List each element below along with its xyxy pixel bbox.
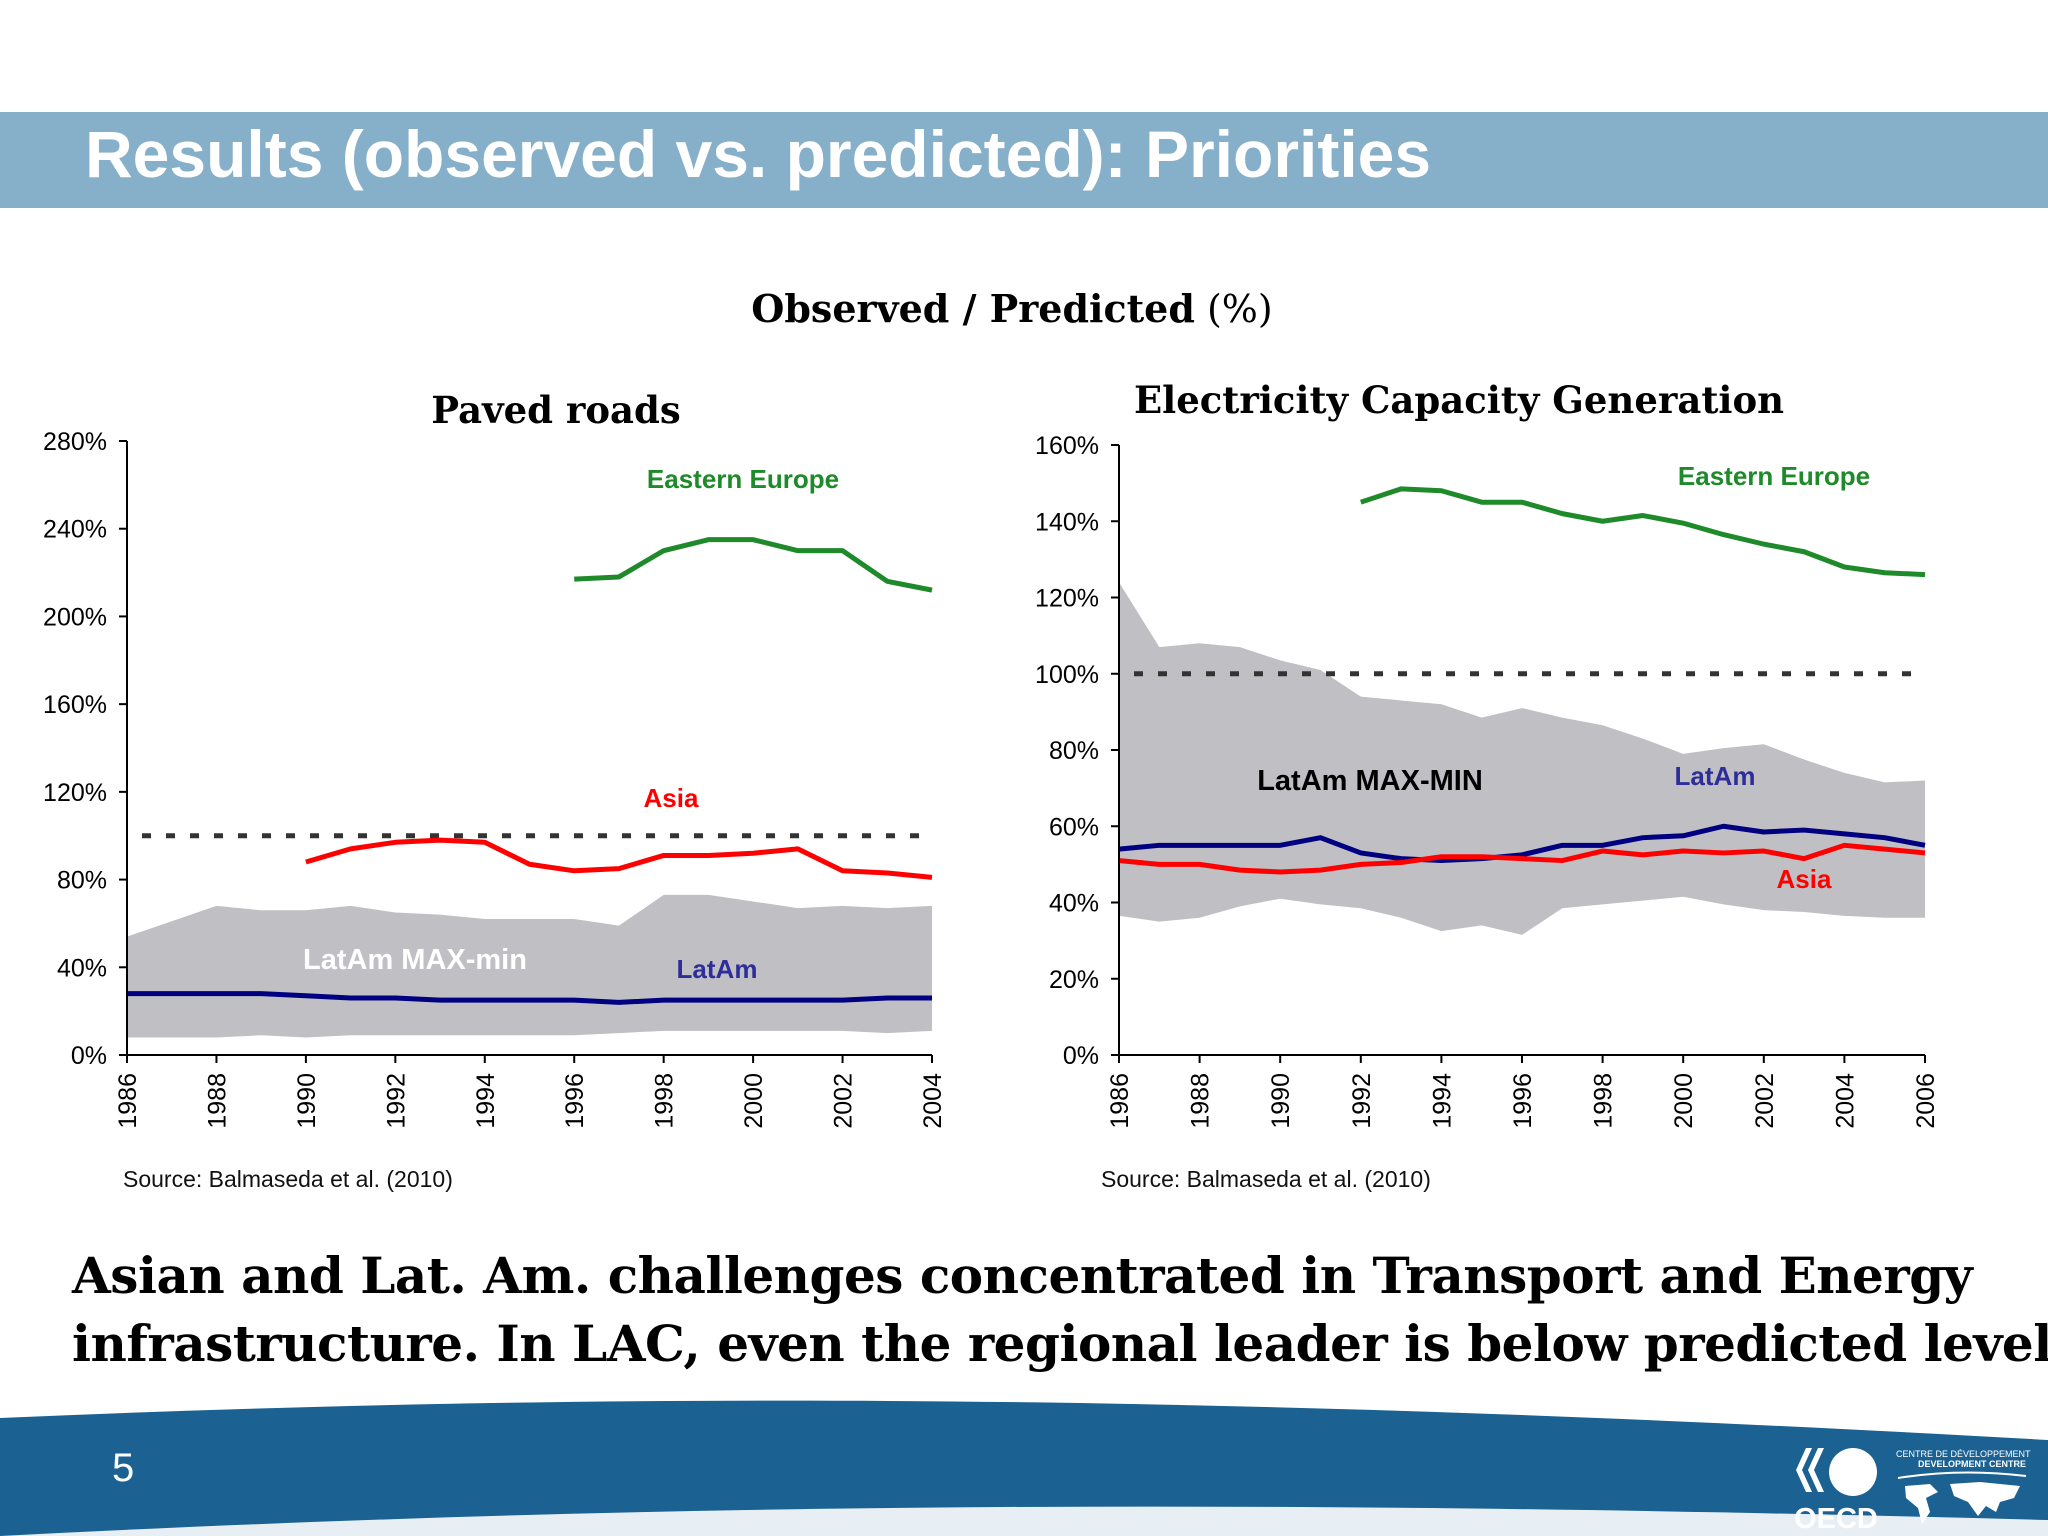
chart-electricity: 0% 20% 40% 60% 80% 100% 120% 140% 160% 1986 1988 19… <box>1035 432 1940 1129</box>
y-tick-label: 80% <box>57 867 107 895</box>
footer-wave-highlight <box>0 1506 2048 1536</box>
y-tick-label: 140% <box>1035 508 1099 536</box>
chart-title-electricity: Electricity Capacity Generation <box>1133 378 1785 422</box>
source-right: Source: Balmaseda et al. (2010) <box>1101 1166 1431 1192</box>
oecd-logo: OECD CENTRE DE DÉVELOPPEMENT DEVELOPMENT… <box>1794 1448 2031 1535</box>
supertitle-unit: (%) <box>1194 287 1273 331</box>
label-eastern-europe-left: Eastern Europe <box>647 464 839 494</box>
x-tick-label: 2004 <box>1831 1073 1859 1129</box>
oecd-logo-text: OECD <box>1794 1503 1878 1535</box>
y-tick-label: 20% <box>1049 966 1099 994</box>
label-asia-left: Asia <box>644 783 699 813</box>
conclusion-text: Asian and Lat. Am. challenges concentrat… <box>72 1242 2048 1378</box>
series-line-eastern-europe <box>1360 486 1926 578</box>
page-number: 5 <box>112 1446 135 1490</box>
chart-paved-roads: 0% 40% 80% 120% 160% 200% 240% 280% 1986 1988 1990… <box>43 428 947 1129</box>
chart-supertitle: Observed / Predicted (%) <box>0 286 2024 331</box>
label-latam-band-right: LatAm MAX-MIN <box>1257 765 1483 797</box>
world-map-icon <box>1905 1482 2020 1524</box>
series-line-eastern-europe <box>574 537 933 593</box>
y-tick-label: 0% <box>71 1042 107 1070</box>
logo-centre-fr: CENTRE DE DÉVELOPPEMENT <box>1896 1449 2031 1459</box>
x-tick-label: 1986 <box>114 1073 142 1129</box>
series-line-latam <box>1118 823 1926 864</box>
y-tick-label: 200% <box>43 603 107 631</box>
x-tick-label: 1998 <box>651 1073 679 1129</box>
y-tick-label: 160% <box>1035 432 1099 460</box>
slide-title: Results (observed vs. predicted): Priori… <box>85 117 1432 191</box>
x-tick-label: 2006 <box>1912 1073 1940 1129</box>
conclusion-line-1: Asian and Lat. Am. challenges concentrat… <box>72 1246 1973 1305</box>
label-latam-band-left: LatAm MAX-min <box>303 944 527 976</box>
x-tick-label: 1990 <box>293 1073 321 1129</box>
label-latam-right: LatAm <box>1675 761 1756 791</box>
conclusion-line-2: infrastructure. In LAC, even the regiona… <box>72 1314 2048 1373</box>
y-tick-label: 240% <box>43 516 107 544</box>
x-tick-label: 2004 <box>919 1073 947 1129</box>
x-tick-label: 1996 <box>1509 1073 1537 1129</box>
x-tick-label: 2002 <box>1751 1073 1779 1129</box>
x-tick-label: 1998 <box>1590 1073 1618 1129</box>
label-latam-left: LatAm <box>677 954 758 984</box>
x-tick-label: 1988 <box>1187 1073 1215 1129</box>
y-tick-label: 160% <box>43 691 107 719</box>
x-tick-label: 1988 <box>203 1073 231 1129</box>
y-tick-label: 0% <box>1063 1042 1099 1070</box>
x-tick-label: 1990 <box>1267 1073 1295 1129</box>
y-tick-label: 60% <box>1049 813 1099 841</box>
series-line-asia <box>1118 842 1926 875</box>
x-tick-label: 1996 <box>561 1073 589 1129</box>
x-tick-label: 2000 <box>740 1073 768 1129</box>
supertitle-bold: Observed / Predicted <box>751 286 1195 331</box>
label-asia-right: Asia <box>1777 864 1832 894</box>
y-tick-label: 100% <box>1035 661 1099 689</box>
chart-title-paved-roads: Paved roads <box>431 388 681 432</box>
y-tick-label: 120% <box>1035 585 1099 613</box>
series-line-latam <box>127 991 932 1005</box>
x-tick-label: 2000 <box>1670 1073 1698 1129</box>
x-tick-label: 1994 <box>1428 1073 1456 1129</box>
x-tick-label: 1994 <box>472 1073 500 1129</box>
latam-max-min-band <box>1119 582 1925 935</box>
title-band <box>0 112 2048 208</box>
y-tick-label: 280% <box>43 428 107 456</box>
y-tick-label: 120% <box>43 779 107 807</box>
x-tick-label: 1986 <box>1106 1073 1134 1129</box>
label-eastern-europe-right: Eastern Europe <box>1678 461 1870 491</box>
footer-band <box>0 1400 2048 1536</box>
y-tick-label: 40% <box>57 954 107 982</box>
y-tick-label: 80% <box>1049 737 1099 765</box>
logo-centre-en: DEVELOPMENT CENTRE <box>1918 1459 2026 1469</box>
x-tick-label: 1992 <box>382 1073 410 1129</box>
y-tick-label: 40% <box>1049 890 1099 918</box>
x-tick-label: 2002 <box>830 1073 858 1129</box>
x-tick-label: 1992 <box>1348 1073 1376 1129</box>
source-left: Source: Balmaseda et al. (2010) <box>123 1166 453 1192</box>
series-line-asia <box>305 837 933 880</box>
